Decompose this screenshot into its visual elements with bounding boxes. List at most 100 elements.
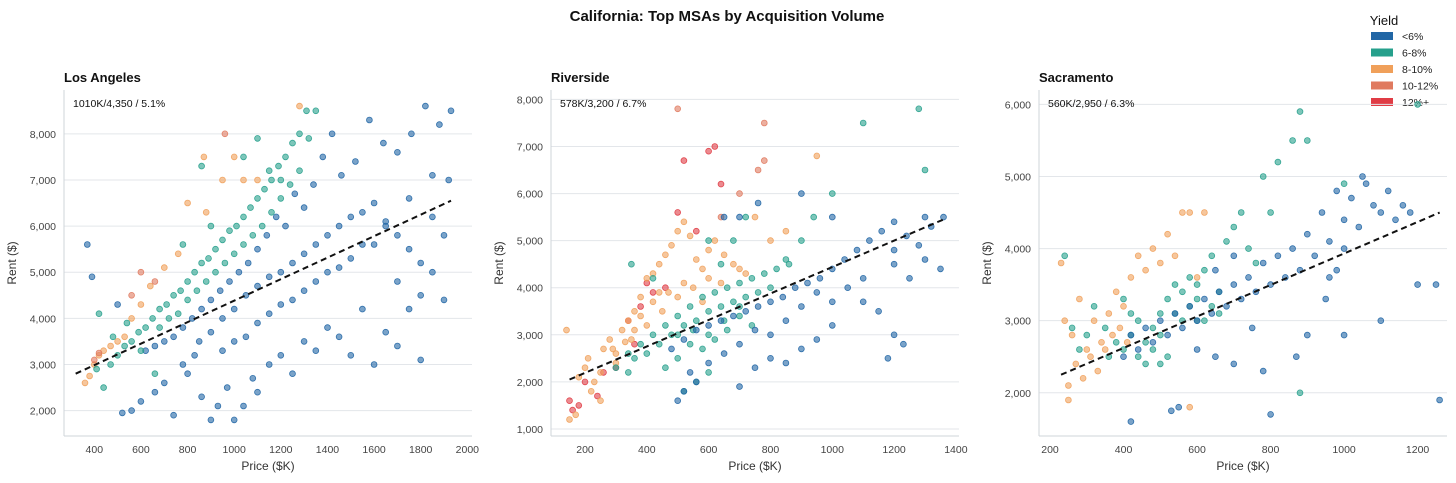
scatter-point xyxy=(291,190,299,198)
scatter-point xyxy=(258,222,266,230)
panel-los-angeles: 2,000 3,000 4,000 5,000 6,000 7,000 8,000 400 60… xyxy=(5,70,479,473)
y-axis-label: Rent ($) xyxy=(492,241,506,284)
scatter-point xyxy=(312,347,320,355)
scatter-point xyxy=(1127,274,1135,281)
scatter-point xyxy=(137,301,145,308)
scatter-point xyxy=(1193,317,1201,325)
scatter-point xyxy=(1164,230,1171,238)
scatter-point xyxy=(584,354,592,362)
scatter-point xyxy=(405,195,413,202)
scatter-point xyxy=(310,181,317,188)
scatter-point xyxy=(1149,245,1157,252)
scatter-point xyxy=(736,213,743,221)
scatter-point xyxy=(767,237,774,244)
scatter-point xyxy=(1142,360,1149,368)
scatter-point xyxy=(1179,209,1186,216)
scatter-point xyxy=(417,259,425,267)
scatter-point xyxy=(1215,310,1223,317)
scatter-point xyxy=(195,338,203,345)
scatter-point xyxy=(590,378,598,386)
scatter-point xyxy=(773,265,780,273)
scatter-point xyxy=(1164,295,1171,303)
scatter-point xyxy=(100,384,107,391)
scatter-point xyxy=(662,251,669,259)
scatter-point xyxy=(1201,317,1208,325)
scatter-point xyxy=(1208,302,1216,310)
scatter-point xyxy=(674,397,681,405)
scatter-point xyxy=(680,157,688,164)
scatter-point xyxy=(1340,331,1348,339)
scatter-point xyxy=(1248,324,1256,332)
scatter-point xyxy=(890,246,898,254)
scatter-point xyxy=(853,246,861,254)
scatter-point xyxy=(600,345,607,353)
x-tick-label: 1200 xyxy=(269,444,293,456)
x-tick-label: 1200 xyxy=(882,444,906,456)
scatter-point xyxy=(736,279,743,287)
trendline xyxy=(1060,211,1441,376)
scatter-point xyxy=(637,293,644,301)
scatter-point xyxy=(1171,281,1179,288)
scatter-point xyxy=(86,372,93,380)
scatter-point xyxy=(296,167,303,175)
scatter-point xyxy=(1212,266,1219,274)
scatter-point xyxy=(212,245,219,253)
scatter-point xyxy=(1201,266,1208,274)
scatter-point xyxy=(107,342,114,350)
scatter-point xyxy=(1116,324,1124,332)
scatter-point xyxy=(1340,245,1348,252)
scatter-point xyxy=(1223,302,1230,310)
scatter-point xyxy=(921,213,929,221)
scatter-point xyxy=(1175,403,1182,411)
scatter-point xyxy=(109,333,117,341)
scatter-point xyxy=(1414,101,1421,108)
scatter-point xyxy=(686,303,694,310)
scatter-point xyxy=(161,338,168,345)
scatter-point xyxy=(179,324,187,331)
scatter-point xyxy=(760,119,768,127)
scatter-point xyxy=(1142,266,1149,274)
scatter-point xyxy=(328,130,336,138)
scatter-point xyxy=(265,167,273,175)
scatter-point xyxy=(1149,338,1157,346)
scatter-point xyxy=(1087,353,1094,361)
scatter-point xyxy=(447,107,455,115)
scatter-point xyxy=(597,369,604,376)
scatter-point xyxy=(1326,238,1333,245)
x-tick-label: 800 xyxy=(762,444,780,456)
scatter-point xyxy=(1061,317,1068,325)
scatter-point xyxy=(890,218,898,226)
scatter-point xyxy=(785,260,793,268)
scatter-point xyxy=(624,317,632,325)
scatter-point xyxy=(1193,274,1201,281)
scatter-point xyxy=(170,333,177,341)
scatter-point xyxy=(689,284,697,292)
scatter-point xyxy=(268,209,275,216)
y-tick-label: 5,000 xyxy=(517,236,543,248)
scatter-point xyxy=(289,370,296,378)
scatter-point xyxy=(1245,274,1252,281)
scatter-point xyxy=(1171,310,1179,317)
scatter-points xyxy=(1057,101,1443,425)
scatter-point xyxy=(1208,252,1216,260)
scatter-point xyxy=(1068,331,1076,339)
scatter-point xyxy=(878,227,885,235)
scatter-point xyxy=(114,338,121,345)
scatter-point xyxy=(813,152,821,160)
scatter-point xyxy=(621,338,629,346)
scatter-point xyxy=(324,232,331,239)
scatter-point xyxy=(240,213,247,221)
scatter-point xyxy=(754,303,762,310)
legend-swatch-3 xyxy=(1371,81,1393,90)
scatter-point xyxy=(198,259,205,267)
scatter-point xyxy=(119,409,126,417)
scatter-point xyxy=(1311,252,1318,260)
scatter-point xyxy=(1201,209,1208,216)
scatter-point xyxy=(730,298,737,306)
scatter-point xyxy=(128,315,135,322)
scatter-point xyxy=(798,303,805,310)
x-tick-label: 1400 xyxy=(316,444,340,456)
scatter-point xyxy=(174,250,182,258)
scatter-point xyxy=(1230,281,1238,288)
scatter-point xyxy=(1289,137,1296,144)
